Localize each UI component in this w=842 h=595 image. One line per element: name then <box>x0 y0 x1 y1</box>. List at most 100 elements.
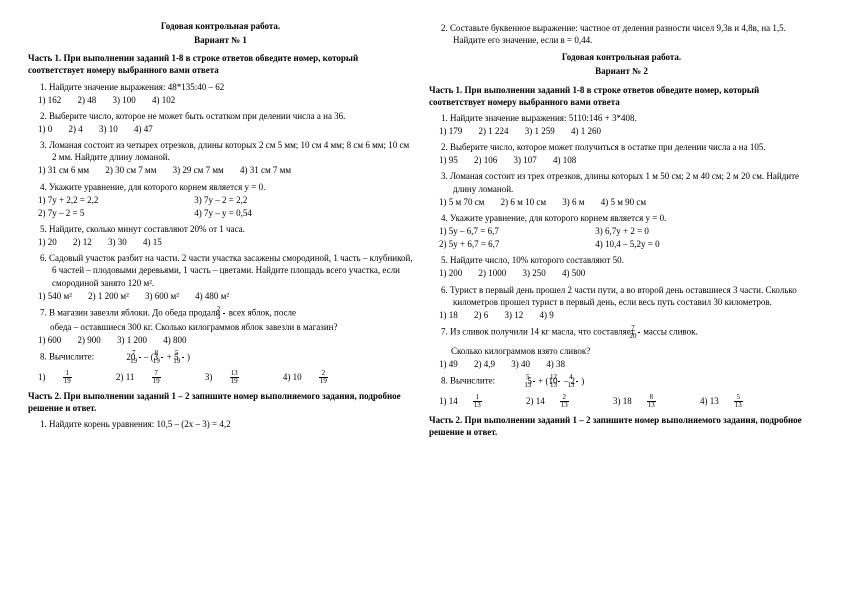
question: 2. Выберите число, которое может получит… <box>441 141 814 153</box>
ans: 2) 4 <box>69 124 83 134</box>
ans: 4) 13513 <box>700 396 771 406</box>
ans: 3) 40 <box>511 359 530 369</box>
ans: 2) 30 см 7 мм <box>105 165 156 175</box>
right-column: 2. Составьте буквенное выражение: частно… <box>421 18 822 577</box>
answer-row: 1) 31 см 6 мм 2) 30 см 7 мм 3) 29 см 7 м… <box>38 164 413 176</box>
question: 1. Найдите значение выражения: 48*135:40… <box>40 81 413 93</box>
ans: 1) 14113 <box>439 396 510 406</box>
ans: 1) 179 <box>439 126 462 136</box>
ans: 4) 10,4 – 5,2y = 0 <box>595 239 659 249</box>
ans: 1) 5 м 70 см <box>439 197 484 207</box>
ans: 4) 7y – y = 0,54 <box>194 208 252 218</box>
ans: 4) 500 <box>562 268 585 278</box>
ans: 4) 1 260 <box>571 126 601 136</box>
q-text: 8. Вычислите: <box>441 376 495 386</box>
ans: 3) 1 259 <box>525 126 555 136</box>
ans: 1) 7y + 2,2 = 2,2 <box>38 194 178 206</box>
ans: 2) 900 <box>78 335 101 345</box>
question: 7. Из сливок получили 14 кг масла, что с… <box>441 325 814 340</box>
part1-header: Часть 1. При выполнении заданий 1-8 в ст… <box>429 84 814 108</box>
question: 5. Найдите число, 10% которого составляю… <box>441 254 814 266</box>
question: 4. Укажите уравнение, для которого корне… <box>441 212 814 224</box>
ans: 1) 20 <box>38 237 57 247</box>
ans: 4) 47 <box>134 124 153 134</box>
ans: 2) 1000 <box>479 268 507 278</box>
question: 4. Укажите уравнение, для которого корне… <box>40 181 413 193</box>
ans: 2) 11 719 <box>116 372 189 382</box>
question: 8. Вычислите: 5513 + (101213 – 2413 ) <box>441 374 814 389</box>
ans: 3) 29 см 7 мм <box>173 165 224 175</box>
ans: 1) 31 см 6 мм <box>38 165 89 175</box>
ans: 2) 6 м 10 см <box>501 197 546 207</box>
ans: 4) 108 <box>553 155 576 165</box>
page-title: Годовая контрольная работа. <box>429 51 814 63</box>
ans: 3) 1 200 <box>117 335 147 345</box>
answer-row: 1) 0 2) 4 3) 10 4) 47 <box>38 123 413 135</box>
question: 1. Найдите значение выражения: 5110:146 … <box>441 112 814 124</box>
page-title: Годовая контрольная работа. <box>28 20 413 32</box>
q-text: 7. Из сливок получили 14 кг масла, что с… <box>441 327 637 337</box>
q-cont: обеда – оставшиеся 300 кг. Сколько килог… <box>50 321 413 333</box>
ans: 1) 0 <box>38 124 52 134</box>
part1-header: Часть 1. При выполнении заданий 1-8 в ст… <box>28 52 413 76</box>
answer-row: 1) 95 2) 106 3) 107 4) 108 <box>439 154 814 166</box>
answer-row: 1) 7y + 2,2 = 2,2 3) 7y – 2 = 2,2 <box>38 194 413 206</box>
ans: 3) 1319 <box>205 372 267 382</box>
ans: 4) 102 <box>152 95 175 105</box>
answer-row: 2) 5y + 6,7 = 6,7 4) 10,4 – 5,2y = 0 <box>439 238 814 250</box>
ans: 3) 6 м <box>562 197 584 207</box>
question: 5. Найдите, сколько минут составляют 20%… <box>40 223 413 235</box>
eq: 5513 + (101213 – 2413 ) <box>527 376 584 386</box>
part2-header: Часть 2. При выполнении заданий 1 – 2 за… <box>28 390 413 414</box>
question: 3. Ломаная состоит из четырех отрезков, … <box>40 139 413 163</box>
question: 2. Выберите число, которое не может быть… <box>40 110 413 122</box>
ans: 1) 600 <box>38 335 61 345</box>
ans: 3) 6,7y + 2 = 0 <box>595 226 649 236</box>
ans: 2) 12 <box>73 237 92 247</box>
question: 6. Садовый участок разбит на части. 2 ча… <box>40 252 413 288</box>
ans: 4) 5 м 90 см <box>601 197 646 207</box>
ans: 2) 5y + 6,7 = 6,7 <box>439 238 579 250</box>
ans: 2) 7y – 2 = 5 <box>38 207 178 219</box>
answer-row: 1) 162 2) 48 3) 100 4) 102 <box>38 94 413 106</box>
ans: 4) 10 219 <box>283 372 356 382</box>
ans: 4) 15 <box>143 237 162 247</box>
ans: 3) 107 <box>514 155 537 165</box>
ans: 1) 18 <box>439 310 458 320</box>
ans: 3) 18813 <box>613 396 684 406</box>
q-cont: Сколько килограммов взято сливок? <box>451 345 814 357</box>
ans: 1) 540 м² <box>38 291 72 301</box>
answer-row: 1) 14113 2) 14213 3) 18813 4) 13513 <box>439 394 814 409</box>
answer-row: 1) 20 2) 12 3) 30 4) 15 <box>38 236 413 248</box>
variant-title: Вариант № 1 <box>28 34 413 46</box>
ans: 2) 14213 <box>526 396 597 406</box>
fraction-icon: 720 <box>638 325 640 340</box>
q-text: 7. В магазин завезли яблоки. До обеда пр… <box>40 307 222 317</box>
question: 2. Составьте буквенное выражение: частно… <box>441 22 814 46</box>
question: 7. В магазин завезли яблоки. До обеда пр… <box>40 306 413 321</box>
ans: 3) 30 <box>108 237 127 247</box>
part2-header: Часть 2. При выполнении заданий 1 – 2 за… <box>429 414 814 438</box>
variant-title: Вариант № 2 <box>429 65 814 77</box>
answer-row: 1) 5y – 6,7 = 6,7 3) 6,7y + 2 = 0 <box>439 225 814 237</box>
eq: 20 719 – (3 819 + 5 519 ) <box>126 352 190 362</box>
answer-row: 2) 7y – 2 = 5 4) 7y – y = 0,54 <box>38 207 413 219</box>
ans: 2) 1 224 <box>479 126 509 136</box>
question: 3. Ломаная состоит из трех отрезков, дли… <box>441 170 814 194</box>
ans: 1) 49 <box>439 359 458 369</box>
ans: 1) 95 <box>439 155 458 165</box>
q-text: всех яблок, после <box>226 307 296 317</box>
ans: 2) 6 <box>474 310 488 320</box>
answer-row: 1) 179 2) 1 224 3) 1 259 4) 1 260 <box>439 125 814 137</box>
ans: 1) 200 <box>439 268 462 278</box>
ans: 4) 31 см 7 мм <box>240 165 291 175</box>
ans: 3) 7y – 2 = 2,2 <box>194 195 247 205</box>
question: 6. Турист в первый день прошел 2 части п… <box>441 284 814 308</box>
question: 1. Найдите корень уравнения: 10,5 – (2x … <box>40 418 413 430</box>
q-text: 8. Вычислите: <box>40 352 94 362</box>
answer-row: 1) 540 м² 2) 1 200 м² 3) 600 м² 4) 480 м… <box>38 290 413 302</box>
ans: 1) 119 <box>38 372 100 382</box>
ans: 3) 10 <box>99 124 118 134</box>
answer-row: 1) 119 2) 11 719 3) 1319 4) 10 219 <box>38 370 413 385</box>
ans: 2) 48 <box>78 95 97 105</box>
